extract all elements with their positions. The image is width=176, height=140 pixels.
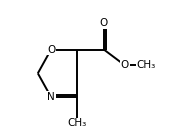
Text: N: N	[47, 92, 55, 102]
Text: O: O	[47, 45, 55, 55]
Text: O: O	[100, 18, 108, 28]
Text: CH₃: CH₃	[136, 60, 156, 70]
Text: O: O	[121, 60, 129, 70]
Text: CH₃: CH₃	[68, 118, 87, 129]
